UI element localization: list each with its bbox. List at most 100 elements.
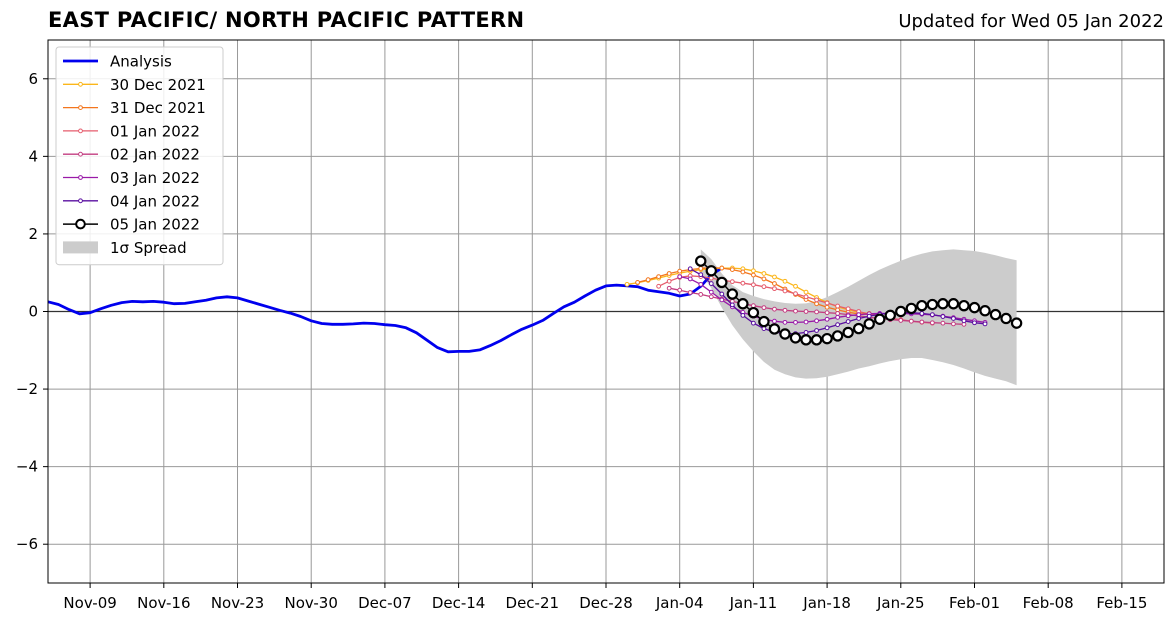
data-point <box>824 300 830 306</box>
legend-marker <box>78 175 83 180</box>
data-point <box>695 255 707 267</box>
data-point <box>772 318 777 324</box>
data-point <box>814 297 819 303</box>
legend-swatch <box>63 241 98 254</box>
data-point <box>750 320 756 326</box>
data-point <box>814 309 819 315</box>
data-point <box>824 316 830 322</box>
legend-label: 31 Dec 2021 <box>110 99 206 117</box>
data-point <box>905 302 918 315</box>
data-point <box>845 319 851 324</box>
data-point <box>750 268 756 274</box>
x-tick-label: Jan-04 <box>655 594 704 612</box>
legend: Analysis 30 Dec 2021 31 Dec 2021 01 Jan 202… <box>55 46 224 266</box>
data-point <box>937 298 949 310</box>
legend-box <box>55 46 224 266</box>
data-point <box>968 301 981 314</box>
data-point <box>929 312 935 318</box>
data-point <box>750 282 756 288</box>
data-point <box>666 285 672 291</box>
data-point <box>926 298 939 311</box>
legend-item-02-jan-2022: 02 Jan 2022 <box>63 146 200 164</box>
legend-label: 03 Jan 2022 <box>110 169 200 187</box>
data-point <box>940 320 946 326</box>
data-point <box>898 318 904 323</box>
chart-title: EAST PACIFIC/ NORTH PACIFIC PATTERN <box>48 8 525 32</box>
x-tick-label: Dec-21 <box>506 594 560 612</box>
data-point <box>698 292 704 297</box>
series-line <box>47 266 723 354</box>
data-point <box>677 268 683 274</box>
data-point <box>951 321 956 327</box>
data-point <box>698 272 704 278</box>
data-point <box>740 312 746 318</box>
data-point <box>782 307 788 313</box>
data-point <box>979 305 991 317</box>
data-point <box>947 298 960 310</box>
data-point <box>972 320 977 326</box>
data-point <box>929 320 935 326</box>
data-point <box>677 274 683 279</box>
data-point <box>772 286 777 292</box>
data-point <box>719 265 725 271</box>
data-point <box>708 275 714 281</box>
data-point <box>719 297 725 303</box>
data-point <box>821 332 833 345</box>
data-point <box>772 281 777 286</box>
data-point <box>845 306 851 312</box>
data-point <box>747 306 760 319</box>
legend-item-04-jan-2022: 04 Jan 2022 <box>63 192 200 210</box>
data-point <box>835 314 841 320</box>
data-point <box>782 278 788 284</box>
data-point <box>758 315 770 328</box>
series-analysis <box>47 266 723 354</box>
data-point <box>824 310 830 316</box>
data-point <box>705 265 717 277</box>
data-point <box>1000 312 1012 325</box>
data-point <box>803 289 809 295</box>
legend-label: 1σ Spread <box>110 239 187 257</box>
data-point <box>761 271 767 276</box>
legend-label: 01 Jan 2022 <box>110 122 200 140</box>
data-point <box>803 294 809 300</box>
updated-label: Updated for Wed 05 Jan 2022 <box>898 11 1164 32</box>
legend-marker <box>78 151 83 157</box>
data-point <box>824 325 830 331</box>
data-point <box>831 330 844 342</box>
x-tick-label: Nov-16 <box>137 594 190 612</box>
data-point <box>908 318 914 324</box>
data-point <box>645 277 651 283</box>
x-tick-label: Feb-08 <box>1023 594 1074 612</box>
data-point <box>884 309 896 322</box>
data-point <box>803 330 809 335</box>
data-point <box>737 298 749 310</box>
data-point <box>842 326 854 339</box>
data-point <box>835 311 841 316</box>
data-point <box>656 274 662 279</box>
legend-marker <box>78 81 83 87</box>
data-point <box>919 311 925 316</box>
axes: Nov-09 Nov-16 Nov-23 Nov-30 Dec-07 Dec-14 Dec-… <box>16 39 1165 612</box>
data-point <box>666 271 672 276</box>
data-point <box>740 269 746 275</box>
data-point <box>687 266 693 272</box>
legend-item-03-jan-2022: 03 Jan 2022 <box>63 169 200 187</box>
x-tick-label: Feb-01 <box>949 594 1000 612</box>
data-point <box>772 274 777 280</box>
y-tick-label: 2 <box>28 225 38 243</box>
data-point <box>835 322 841 328</box>
y-tick-label: −2 <box>16 380 38 398</box>
data-point <box>729 279 735 285</box>
legend-label: 05 Jan 2022 <box>110 216 200 234</box>
data-point <box>800 334 812 346</box>
data-point <box>768 323 781 335</box>
legend-marker <box>75 218 86 230</box>
legend-item-31-dec-2021: 31 Dec 2021 <box>63 99 206 117</box>
data-point <box>874 313 886 325</box>
data-point <box>698 281 704 287</box>
data-point <box>810 334 823 346</box>
data-point <box>982 321 988 327</box>
data-point <box>856 316 862 321</box>
legend-item-01-jan-2022: 01 Jan 2022 <box>63 122 200 140</box>
data-point <box>779 328 791 340</box>
